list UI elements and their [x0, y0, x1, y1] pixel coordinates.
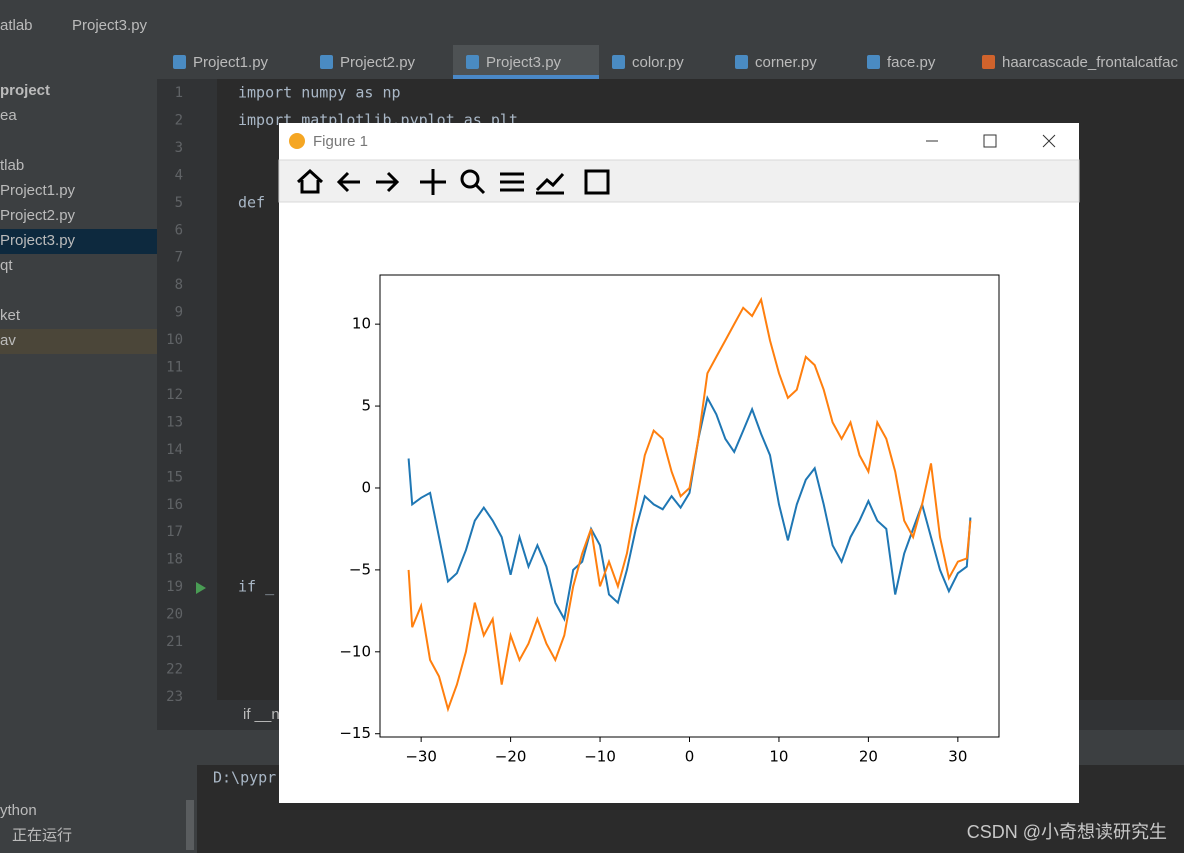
line-number: 15	[166, 469, 183, 485]
save-button[interactable]	[584, 169, 610, 195]
forward-button[interactable]	[376, 171, 400, 193]
zoom-button[interactable]	[460, 169, 480, 189]
line-number: 1	[175, 85, 183, 101]
line-number: 11	[166, 360, 183, 376]
tree-item[interactable]: Project3.py	[0, 232, 76, 249]
tree-item[interactable]: project	[0, 82, 50, 99]
tab[interactable]: face.py	[887, 54, 936, 71]
breadcrumb[interactable]: atlab	[0, 17, 33, 34]
tab-icon	[466, 55, 479, 69]
figure-window: Figure 1 −30 −20 −10 0 10 20 30 −15 −10 −5 0 5 10	[278, 123, 1080, 803]
line-number: 5	[175, 195, 183, 211]
y-tick-label: −5	[349, 560, 371, 578]
run-output: D:\pypr	[213, 769, 276, 787]
line-number: 3	[175, 140, 183, 156]
tab-icon	[867, 55, 880, 69]
selected-row	[0, 229, 157, 254]
line-number: 9	[175, 305, 183, 321]
x-tick-label: 10	[769, 748, 788, 766]
data-line	[407, 395, 972, 622]
x-tick-label: −10	[584, 748, 616, 766]
configure-button[interactable]	[500, 172, 524, 192]
tab[interactable]: Project3.py	[486, 54, 562, 71]
y-tick-label: −15	[339, 724, 371, 742]
line-number: 10	[166, 332, 183, 348]
line-number: 8	[175, 277, 183, 293]
watermark: CSDN @小奇想读研究生	[967, 822, 1167, 842]
tree-item[interactable]: ea	[0, 107, 17, 124]
tab-icon	[982, 55, 995, 69]
line-number: 23	[166, 689, 183, 705]
run-list	[0, 765, 197, 853]
line-number: 6	[175, 222, 183, 238]
line-number: 16	[166, 497, 183, 513]
code-line: if _	[238, 578, 275, 596]
highlight-row	[0, 329, 157, 354]
home-button[interactable]	[296, 168, 324, 194]
line-number: 7	[175, 250, 183, 266]
tree-item[interactable]: ket	[0, 307, 21, 324]
tree-item[interactable]: Project2.py	[0, 207, 76, 224]
line-number: 13	[166, 414, 183, 430]
tab[interactable]: haarcascade_frontalcatfac	[1002, 54, 1178, 71]
scrollbar	[186, 800, 194, 850]
back-button[interactable]	[336, 171, 360, 193]
tab-icon	[173, 55, 186, 69]
maximize[interactable]	[983, 134, 997, 148]
app-icon	[289, 133, 305, 149]
line-number: 17	[166, 524, 183, 540]
edit-button[interactable]	[535, 172, 565, 195]
nav-bar	[0, 0, 1184, 45]
tree-item[interactable]: av	[0, 332, 16, 349]
project-panel	[0, 45, 157, 730]
window-frame	[279, 123, 1079, 803]
y-tick-label: 10	[352, 315, 371, 333]
y-tick-label: 0	[361, 478, 371, 496]
x-tick-label: −20	[495, 748, 527, 766]
line-number: 4	[175, 167, 183, 183]
breadcrumb[interactable]: Project3.py	[72, 17, 148, 34]
code-line: def	[238, 193, 265, 211]
gutter	[157, 79, 217, 700]
data-line	[407, 296, 972, 713]
close[interactable]	[1042, 134, 1056, 148]
x-tick-label: 0	[685, 748, 695, 766]
x-tick-label: −30	[405, 748, 437, 766]
line-number: 18	[166, 552, 183, 568]
line-number: 14	[166, 442, 183, 458]
zoom-handle	[474, 183, 486, 195]
tree-item[interactable]: tlab	[0, 157, 24, 174]
tab-icon	[735, 55, 748, 69]
tab-icon	[612, 55, 625, 69]
tree-item[interactable]: Project1.py	[0, 182, 76, 199]
code-line: import numpy as np	[238, 84, 401, 102]
tab-icon	[320, 55, 333, 69]
x-tick-label: 20	[859, 748, 878, 766]
tab[interactable]: corner.py	[755, 54, 817, 71]
tree-item[interactable]: qt	[0, 257, 13, 274]
y-tick-label: −10	[339, 642, 371, 660]
editor-breadcrumb: if __n	[243, 706, 280, 723]
toolbar	[278, 159, 1080, 203]
y-tick-label: 5	[361, 397, 371, 415]
tab[interactable]: Project2.py	[340, 54, 416, 71]
tab-underline	[453, 75, 599, 79]
run-item[interactable]: 正在运行	[12, 827, 72, 844]
line-number: 2	[175, 112, 183, 128]
line-number: 20	[166, 607, 183, 623]
x-tick-label: 30	[948, 748, 967, 766]
line-number: 22	[166, 661, 183, 677]
run-marker[interactable]	[196, 582, 206, 594]
run-item[interactable]: ython	[0, 802, 37, 819]
pan-button[interactable]	[420, 169, 446, 195]
window-title: Figure 1	[313, 133, 368, 150]
line-number: 21	[166, 634, 183, 650]
tab[interactable]: Project1.py	[193, 54, 269, 71]
tab[interactable]: color.py	[632, 54, 684, 71]
line-number: 19	[166, 579, 183, 595]
line-number: 12	[166, 387, 183, 403]
